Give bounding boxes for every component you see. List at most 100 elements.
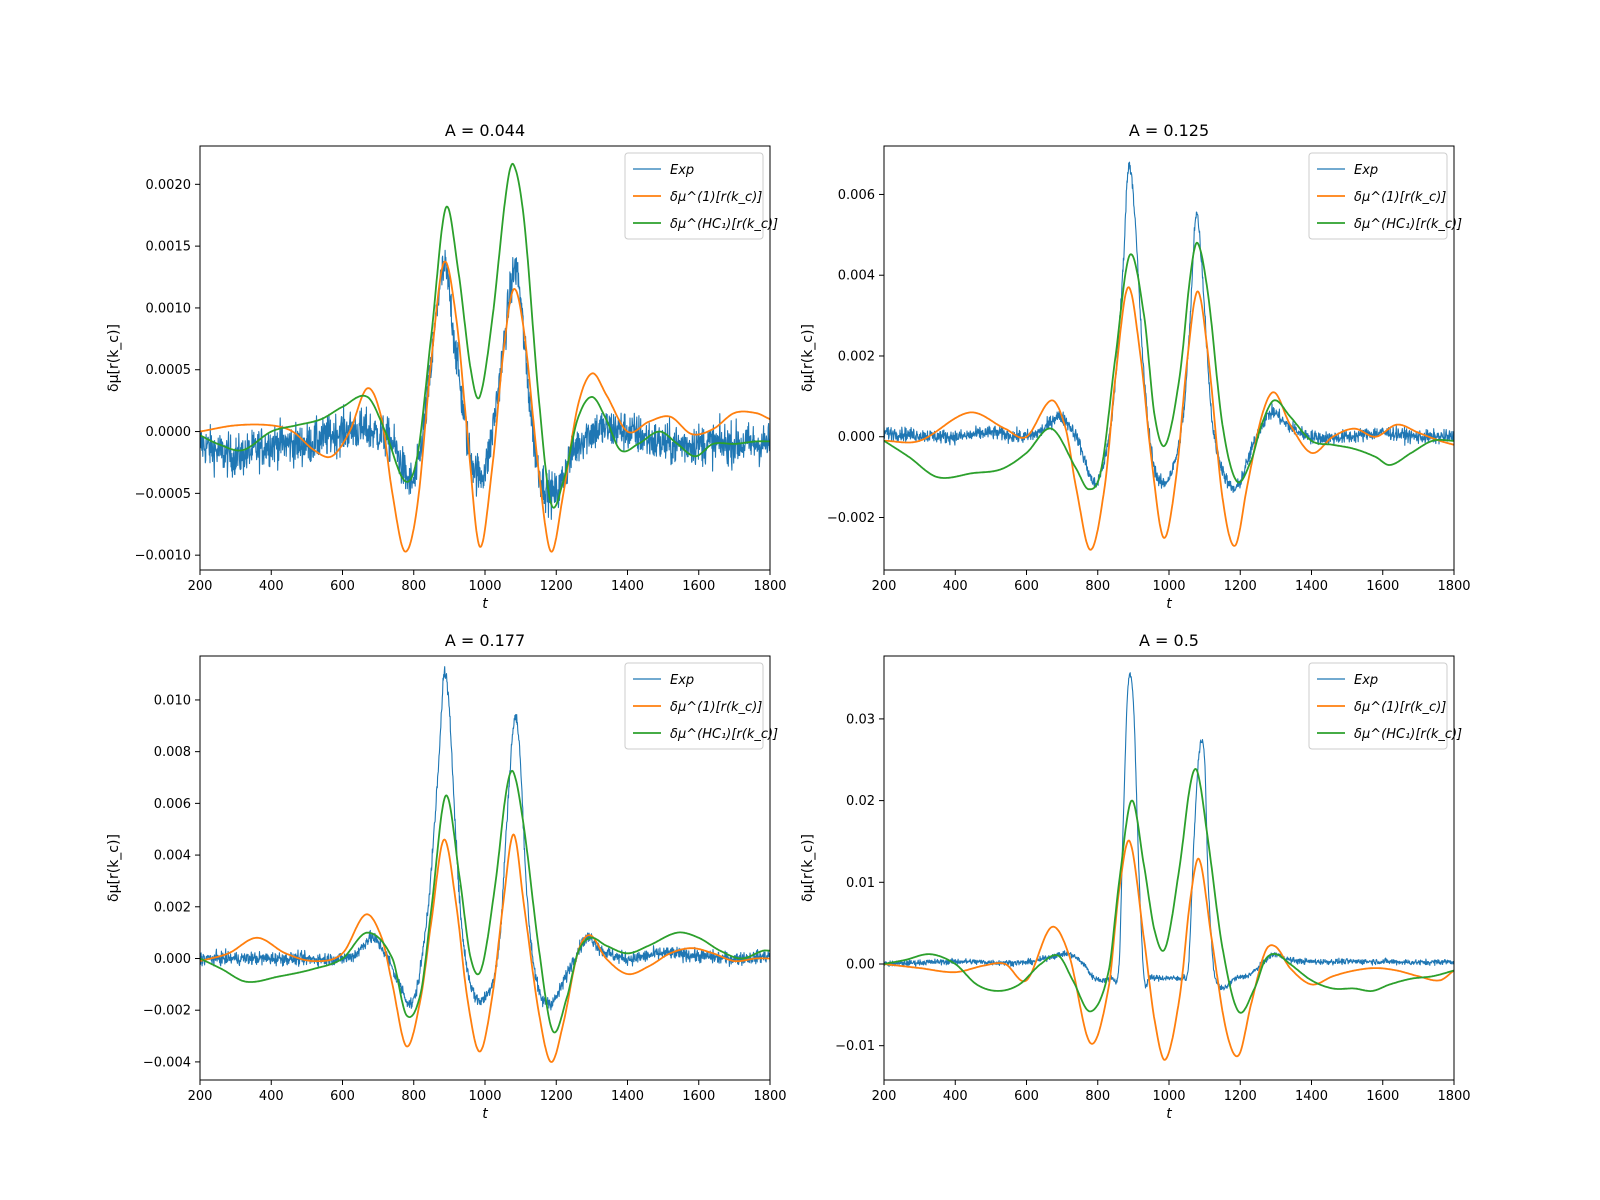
y-tick-label: 0.03 — [846, 712, 875, 727]
y-tick-label: 0.02 — [846, 794, 875, 809]
x-tick-label: 200 — [872, 579, 897, 594]
subplot-title: A = 0.044 — [445, 121, 525, 140]
legend: Exp δμ^(1)[r(k_c)] δμ^(HC₁)[r(k_c)] — [1308, 662, 1462, 750]
x-tick-label: 200 — [188, 579, 213, 594]
legend-label: Exp — [1354, 673, 1378, 688]
y-tick-label: 0.0020 — [146, 178, 192, 193]
y-tick-label: 0.004 — [154, 849, 191, 864]
x-tick-label: 1600 — [682, 1089, 715, 1104]
legend-label: Exp — [670, 673, 694, 688]
y-tick-label: −0.0005 — [135, 487, 191, 502]
y-axis-label: δμ[r(k_c)] — [106, 324, 122, 392]
x-tick-label: 1600 — [1366, 1089, 1399, 1104]
legend: Exp δμ^(1)[r(k_c)] δμ^(HC₁)[r(k_c)] — [1308, 152, 1462, 240]
y-tick-label: 0.004 — [838, 269, 875, 284]
series-line-delta-mu-hc1 — [884, 241, 1454, 491]
x-tick-label: 400 — [259, 579, 284, 594]
y-axis-label: δμ[r(k_c)] — [800, 324, 816, 392]
x-tick-label: 1200 — [1224, 579, 1257, 594]
x-tick-label: 1600 — [1366, 579, 1399, 594]
subplot-title: A = 0.177 — [445, 631, 525, 650]
y-tick-label: 0.0015 — [146, 240, 192, 255]
x-tick-label: 200 — [872, 1089, 897, 1104]
subplot-title: A = 0.5 — [1139, 631, 1199, 650]
x-tick-label: 1800 — [753, 1089, 786, 1104]
series-line-delta-mu-hc1 — [200, 162, 770, 509]
x-tick-label: 400 — [943, 579, 968, 594]
x-tick-label: 200 — [188, 1089, 213, 1104]
y-tick-label: 0.000 — [154, 952, 191, 967]
legend-box — [624, 662, 764, 750]
legend-label: δμ^(1)[r(k_c)] — [1354, 700, 1446, 715]
legend-label: δμ^(HC₁)[r(k_c)] — [670, 727, 778, 742]
x-tick-label: 1600 — [682, 579, 715, 594]
series-line-delta-mu-hc1 — [200, 769, 770, 1034]
legend-label: δμ^(1)[r(k_c)] — [670, 190, 762, 205]
y-tick-label: −0.002 — [143, 1004, 191, 1019]
x-tick-label: 800 — [401, 579, 426, 594]
y-axis-label: δμ[r(k_c)] — [800, 834, 816, 902]
series-line-delta-mu-hc1 — [884, 768, 1454, 1014]
y-tick-label: 0.0000 — [146, 425, 192, 440]
x-tick-label: 1200 — [1224, 1089, 1257, 1104]
x-tick-label: 1200 — [540, 579, 573, 594]
x-axis-label: t — [482, 1106, 488, 1122]
legend-box — [1308, 152, 1448, 240]
x-tick-label: 1000 — [1152, 579, 1185, 594]
x-tick-label: 400 — [943, 1089, 968, 1104]
x-tick-label: 800 — [401, 1089, 426, 1104]
y-tick-label: −0.01 — [835, 1039, 875, 1054]
y-tick-label: 0.01 — [846, 876, 875, 891]
legend-box — [624, 152, 764, 240]
series-line-exp — [200, 249, 770, 520]
y-tick-label: 0.006 — [154, 797, 191, 812]
x-tick-label: 400 — [259, 1089, 284, 1104]
series-line-exp — [200, 666, 770, 1011]
series-line-exp — [884, 161, 1454, 493]
y-tick-label: 0.0010 — [146, 301, 192, 316]
subplot-title: A = 0.125 — [1129, 121, 1209, 140]
x-tick-label: 1800 — [1437, 1089, 1470, 1104]
y-tick-label: 0.002 — [154, 900, 191, 915]
x-tick-label: 800 — [1085, 579, 1110, 594]
x-tick-label: 1200 — [540, 1089, 573, 1104]
series-line-delta-mu-1 — [200, 833, 770, 1063]
subplot-3: A = 0.177 200 400 600 800 1000 1200 1400 1600 180… — [106, 631, 787, 1122]
x-tick-label: 600 — [1014, 1089, 1039, 1104]
legend: Exp δμ^(1)[r(k_c)] δμ^(HC₁)[r(k_c)] — [624, 662, 778, 750]
subplot-4: A = 0.5 200 400 600 800 1000 1200 1400 1600 1800 −… — [800, 631, 1471, 1122]
series-lines — [200, 666, 770, 1063]
x-tick-label: 600 — [330, 579, 355, 594]
legend-label: δμ^(1)[r(k_c)] — [1354, 190, 1446, 205]
x-tick-label: 1400 — [1295, 579, 1328, 594]
series-line-exp — [884, 672, 1454, 991]
legend: Exp δμ^(1)[r(k_c)] δμ^(HC₁)[r(k_c)] — [624, 152, 778, 240]
legend-label: δμ^(HC₁)[r(k_c)] — [670, 217, 778, 232]
series-lines — [884, 672, 1454, 1061]
x-axis-label: t — [1166, 1106, 1172, 1122]
legend-label: δμ^(HC₁)[r(k_c)] — [1354, 727, 1462, 742]
series-line-delta-mu-1 — [884, 839, 1454, 1061]
x-tick-label: 1400 — [611, 1089, 644, 1104]
legend-label: δμ^(HC₁)[r(k_c)] — [1354, 217, 1462, 232]
legend-box — [1308, 662, 1448, 750]
legend-label: Exp — [1354, 163, 1378, 178]
y-tick-label: 0.006 — [838, 188, 875, 203]
x-tick-label: 600 — [1014, 579, 1039, 594]
y-tick-label: 0.010 — [154, 693, 191, 708]
x-tick-label: 800 — [1085, 1089, 1110, 1104]
y-tick-label: 0.00 — [846, 957, 875, 972]
y-tick-label: −0.0010 — [135, 549, 191, 564]
y-tick-label: 0.000 — [838, 430, 875, 445]
x-tick-label: 1800 — [753, 579, 786, 594]
legend-label: δμ^(1)[r(k_c)] — [670, 700, 762, 715]
x-tick-label: 1400 — [1295, 1089, 1328, 1104]
series-lines — [200, 162, 770, 553]
y-tick-label: −0.002 — [827, 511, 875, 526]
series-line-delta-mu-1 — [884, 286, 1454, 551]
y-tick-label: 0.008 — [154, 745, 191, 760]
x-tick-label: 1000 — [468, 1089, 501, 1104]
y-axis-label: δμ[r(k_c)] — [106, 834, 122, 902]
y-tick-label: −0.004 — [143, 1055, 191, 1070]
